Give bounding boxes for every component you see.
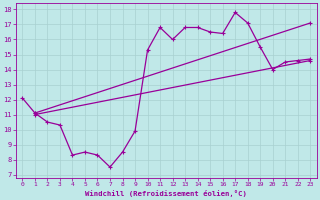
- X-axis label: Windchill (Refroidissement éolien,°C): Windchill (Refroidissement éolien,°C): [85, 190, 247, 197]
